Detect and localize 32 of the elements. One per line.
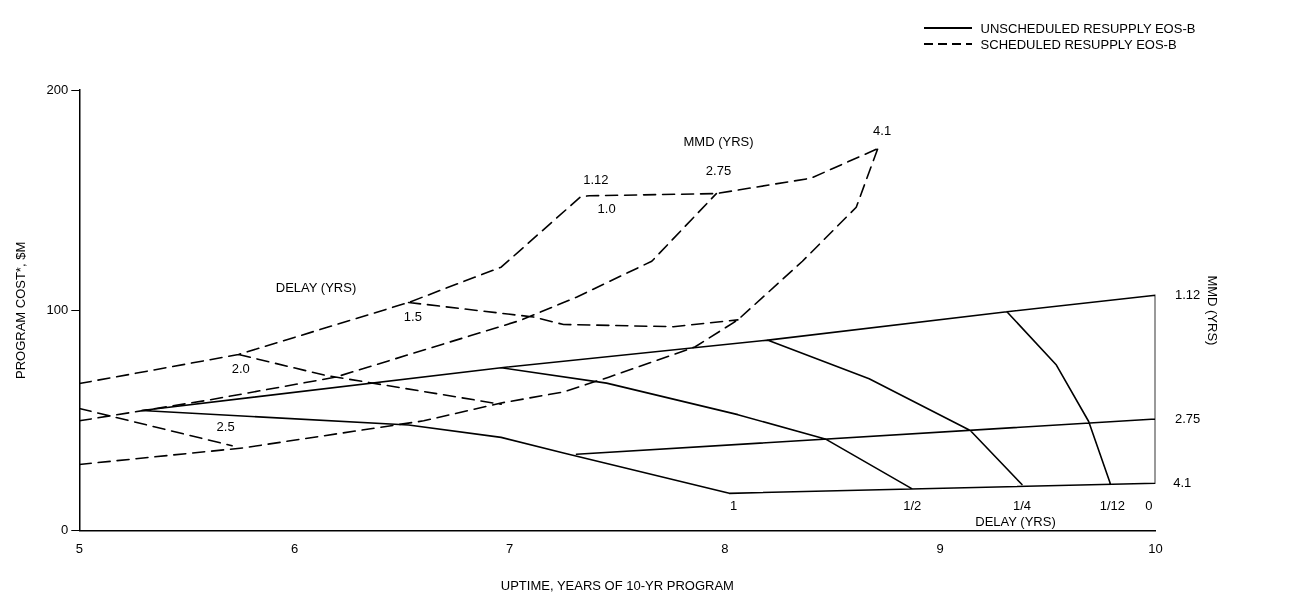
text: 1.12 — [1175, 286, 1201, 302]
annotation: DELAY (YRS) — [275, 279, 357, 295]
y-tick-label: 100 — [46, 301, 69, 317]
y-tick-label: 0 — [61, 522, 69, 538]
text: 4.1 — [1173, 474, 1192, 490]
annotation: 1.5 — [403, 308, 422, 324]
annotation: 0 — [1145, 498, 1153, 514]
annotation: 4.1 — [873, 123, 892, 139]
annotation: 2.0 — [231, 361, 250, 377]
x-tick-label: 6 — [290, 541, 299, 557]
x-tick-label: 7 — [506, 541, 514, 557]
y-axis-title: PROGRAM COST*, $M — [13, 241, 29, 380]
annotation: 2.75 — [705, 163, 732, 179]
x-tick-label: 8 — [721, 541, 729, 557]
annotation: 2.5 — [216, 418, 235, 434]
x-tick-label: 10 — [1148, 541, 1163, 557]
x-axis-title: UPTIME, YEARS OF 10-YR PROGRAM — [500, 577, 734, 593]
annotation: DELAY (YRS) — [975, 513, 1056, 529]
annotation: 1.0 — [597, 200, 616, 216]
legend-label: SCHEDULED RESUPPLY EOS-B — [980, 36, 1177, 52]
text: 2.75 — [1175, 410, 1201, 426]
x-tick-label: 5 — [75, 541, 83, 557]
x-tick-label: 9 — [936, 541, 944, 557]
annotation: 1/12 — [1099, 498, 1126, 514]
y2-axis-title: MMD (YRS) — [1204, 275, 1220, 346]
annotation: MMD (YRS) — [683, 134, 754, 150]
legend-label: UNSCHEDULED RESUPPLY EOS-B — [980, 20, 1196, 36]
annotation: 1.12 — [583, 171, 609, 187]
y-tick-label: 200 — [46, 81, 69, 97]
annotation: 1/4 — [1012, 498, 1031, 514]
annotation: 1/2 — [903, 498, 922, 514]
annotation: 1 — [729, 498, 738, 514]
